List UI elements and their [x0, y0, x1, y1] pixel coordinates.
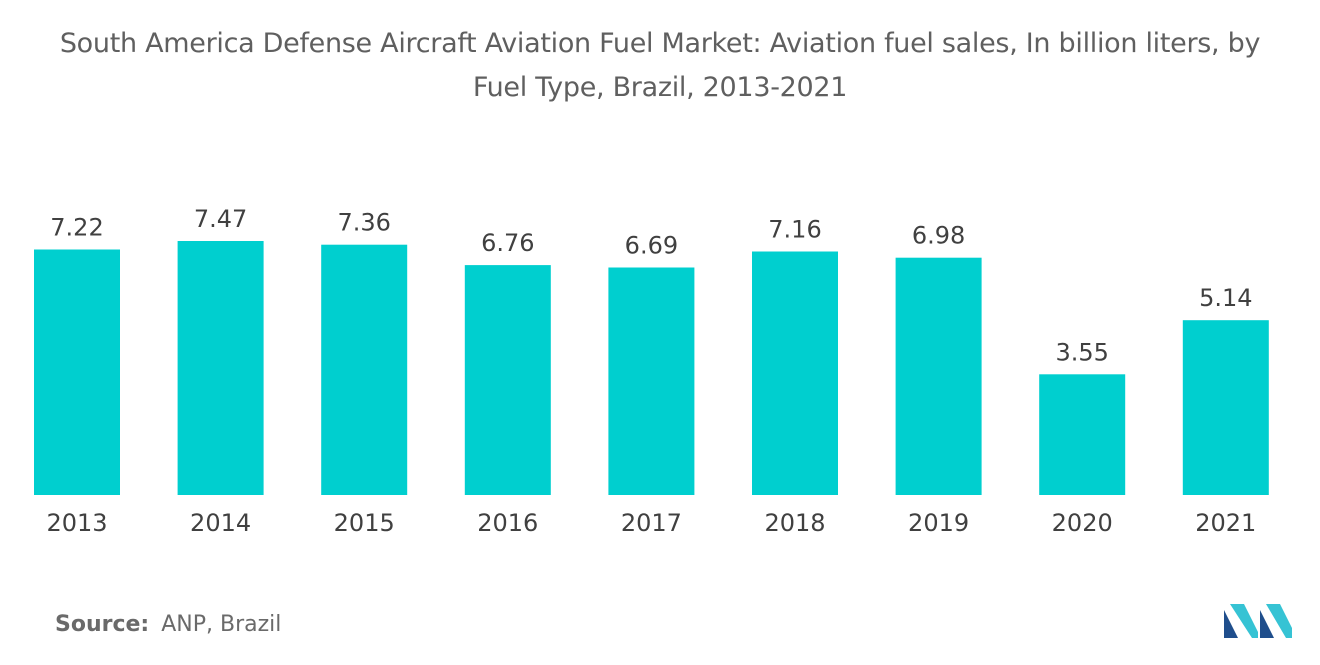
bar-2015	[321, 244, 408, 495]
bar-2018	[752, 251, 838, 495]
bar-2013	[34, 249, 120, 495]
x-tick-label-2019: 2019	[908, 509, 969, 537]
source-value: ANP, Brazil	[161, 612, 282, 637]
x-tick-label-2015: 2015	[334, 509, 395, 537]
x-tick-label-2020: 2020	[1052, 509, 1113, 537]
mordor-intelligence-logo-icon	[1224, 604, 1292, 638]
data-label-2014: 7.47	[194, 205, 247, 233]
data-label-2021: 5.14	[1199, 284, 1252, 312]
data-label-2019: 6.98	[912, 222, 965, 250]
x-tick-label-2017: 2017	[621, 509, 682, 537]
data-label-2018: 7.16	[768, 216, 821, 244]
bar-2021	[1182, 320, 1269, 495]
bar-2016	[464, 265, 551, 495]
x-tick-label-2014: 2014	[190, 509, 251, 537]
x-tick-label-2013: 2013	[46, 509, 107, 537]
data-label-2016: 6.76	[481, 229, 534, 257]
chart-title-line-1: South America Defense Aircraft Aviation …	[59, 28, 1261, 59]
bar-chart: 7.22 2013 7.47 2014 7.36 2015 6.76 2016 6.69 2017…	[34, 205, 1269, 537]
chart-title-line-2: Fuel Type, Brazil, 2013-2021	[472, 72, 848, 103]
data-label-2020: 3.55	[1055, 338, 1108, 366]
x-tick-label-2018: 2018	[764, 509, 825, 537]
data-label-2013: 7.22	[50, 214, 103, 242]
data-label-2015: 7.36	[337, 209, 390, 237]
bar-2019	[895, 257, 982, 495]
source-label: Source:	[55, 612, 150, 637]
bar-2014	[177, 241, 264, 495]
data-label-2017: 6.69	[625, 232, 678, 260]
source-note: Source: ANP, Brazil	[55, 612, 281, 637]
x-tick-label-2016: 2016	[477, 509, 538, 537]
bar-2017	[608, 267, 695, 495]
chart-title: South America Defense Aircraft Aviation …	[0, 22, 1320, 110]
x-tick-label-2021: 2021	[1195, 509, 1256, 537]
bar-2020	[1039, 374, 1126, 495]
